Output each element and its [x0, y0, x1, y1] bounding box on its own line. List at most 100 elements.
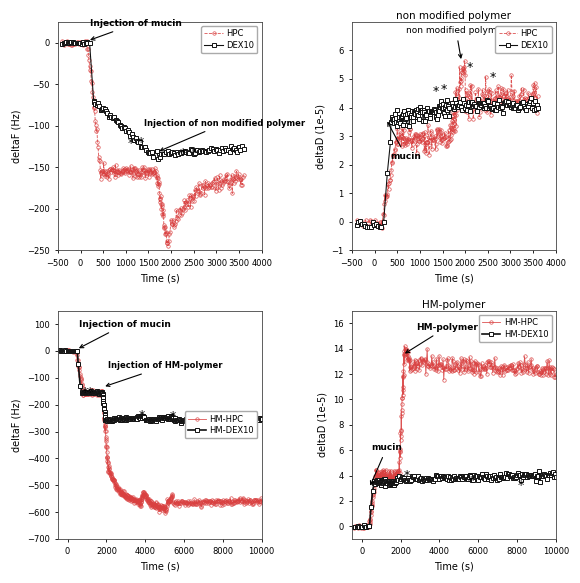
HM-HPC	[237, 498, 244, 505]
DEX10	[155, 156, 162, 163]
DEX10	[353, 222, 360, 229]
HPC	[461, 58, 468, 65]
DEX10	[487, 102, 494, 109]
Text: *: *	[403, 469, 409, 482]
HPC	[156, 190, 163, 197]
HPC	[394, 125, 401, 132]
Text: *: *	[518, 479, 524, 492]
DEX10	[393, 107, 400, 114]
HPC	[240, 172, 247, 179]
Text: HM-polymer: HM-polymer	[406, 322, 478, 353]
HM-HPC	[495, 367, 502, 374]
X-axis label: Time (s): Time (s)	[434, 273, 474, 283]
HM-HPC	[99, 397, 106, 404]
Text: *: *	[179, 146, 186, 160]
HM-DEX10	[535, 468, 542, 475]
DEX10	[240, 146, 247, 153]
HM-HPC	[359, 525, 366, 532]
HM-HPC	[488, 361, 495, 368]
Text: *: *	[138, 409, 144, 422]
HM-HPC	[508, 361, 515, 368]
HM-HPC	[101, 414, 108, 421]
HM-DEX10	[258, 416, 265, 423]
DEX10	[521, 104, 528, 111]
Line: HPC: HPC	[61, 39, 245, 248]
DEX10	[527, 94, 534, 101]
DEX10	[511, 104, 518, 111]
DEX10	[100, 104, 107, 111]
HM-HPC	[118, 488, 125, 495]
DEX10	[534, 105, 541, 112]
HM-DEX10	[235, 416, 242, 423]
HM-HPC	[258, 498, 265, 505]
Text: *: *	[490, 71, 496, 84]
Y-axis label: deltaD (1e-5): deltaD (1e-5)	[316, 104, 326, 168]
HPC	[148, 165, 155, 172]
HPC	[89, 88, 96, 95]
HM-DEX10	[174, 417, 181, 424]
Title: non modified polymer: non modified polymer	[396, 11, 512, 21]
Y-axis label: deltaF (Hz): deltaF (Hz)	[11, 398, 21, 452]
Text: *: *	[433, 85, 439, 99]
Text: Injection of non modified polymer: Injection of non modified polymer	[144, 119, 305, 151]
HM-HPC	[401, 343, 408, 350]
HM-HPC	[350, 524, 357, 531]
HPC	[500, 86, 507, 93]
Line: HM-DEX10: HM-DEX10	[57, 348, 264, 425]
Title: HM-polymer: HM-polymer	[422, 300, 485, 310]
DEX10	[171, 150, 177, 157]
Legend: HM-HPC, HM-DEX10: HM-HPC, HM-DEX10	[184, 411, 258, 438]
HM-DEX10	[216, 416, 223, 423]
Y-axis label: deltaD (1e-5): deltaD (1e-5)	[317, 392, 328, 457]
Text: Injection of mucin: Injection of mucin	[79, 319, 171, 347]
Line: HPC: HPC	[355, 59, 539, 230]
HM-HPC	[56, 347, 63, 354]
Text: *: *	[466, 61, 473, 74]
Legend: HM-HPC, HM-DEX10: HM-HPC, HM-DEX10	[478, 315, 552, 342]
Text: *: *	[127, 138, 133, 150]
HM-DEX10	[213, 416, 220, 423]
Text: *: *	[82, 386, 88, 399]
HPC	[445, 138, 452, 145]
X-axis label: Time (s): Time (s)	[140, 273, 180, 283]
HPC	[459, 66, 466, 73]
Text: Injection of HM-polymer: Injection of HM-polymer	[106, 361, 223, 387]
Legend: HPC, DEX10: HPC, DEX10	[201, 26, 258, 53]
HM-DEX10	[552, 474, 559, 481]
DEX10	[380, 218, 387, 225]
Legend: HPC, DEX10: HPC, DEX10	[495, 26, 552, 53]
DEX10	[217, 147, 224, 154]
DEX10	[378, 224, 385, 231]
Text: mucin: mucin	[388, 122, 421, 161]
HM-HPC	[65, 346, 72, 353]
HM-DEX10	[239, 415, 246, 422]
Text: *: *	[169, 410, 176, 423]
HM-HPC	[478, 366, 485, 373]
Line: DEX10: DEX10	[60, 40, 246, 161]
HM-HPC	[469, 368, 476, 375]
Line: HM-DEX10: HM-DEX10	[351, 469, 558, 530]
HM-DEX10	[56, 347, 63, 354]
HPC	[59, 37, 66, 44]
HM-HPC	[106, 469, 113, 476]
HM-DEX10	[62, 347, 69, 354]
HPC	[379, 225, 386, 232]
Text: *: *	[137, 136, 144, 149]
HM-DEX10	[124, 415, 130, 422]
HM-HPC	[162, 509, 169, 516]
HPC	[353, 216, 360, 223]
Y-axis label: deltaF (Hz): deltaF (Hz)	[11, 110, 21, 163]
Text: Injection of mucin: Injection of mucin	[89, 19, 182, 40]
HM-HPC	[552, 370, 559, 377]
Text: *: *	[441, 83, 447, 96]
HM-DEX10	[440, 474, 447, 481]
HPC	[204, 183, 211, 190]
X-axis label: Time (s): Time (s)	[434, 562, 474, 572]
HPC	[142, 170, 148, 177]
HPC	[206, 181, 213, 188]
HPC	[165, 243, 172, 250]
DEX10	[59, 40, 66, 47]
HM-DEX10	[371, 478, 378, 485]
HM-HPC	[114, 486, 121, 493]
HM-DEX10	[546, 470, 553, 477]
